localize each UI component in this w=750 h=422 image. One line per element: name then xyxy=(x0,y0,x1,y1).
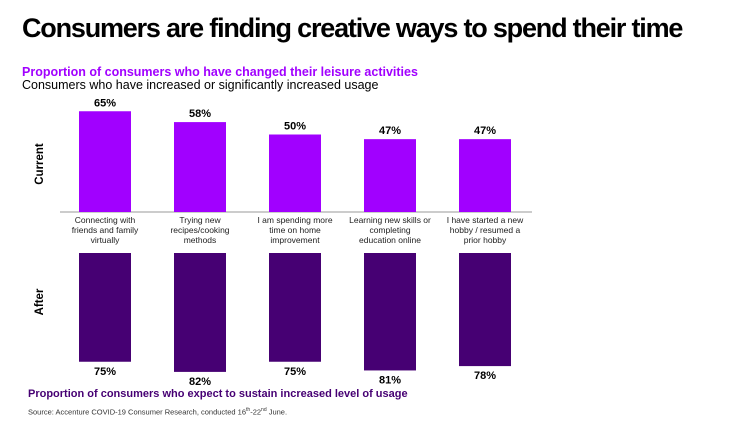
bar-current-4 xyxy=(459,139,511,212)
category-label-4-line-0: I have started a new xyxy=(447,215,524,225)
category-label-4-line-1: hobby / resumed a xyxy=(450,225,521,235)
value-label-after-1: 82% xyxy=(189,376,211,388)
row-label-current: Current xyxy=(34,143,46,185)
bar-current-0 xyxy=(79,111,131,212)
category-label-2-line-2: improvement xyxy=(270,235,320,245)
bar-after-2 xyxy=(269,253,321,362)
category-label-4-line-2: prior hobby xyxy=(464,235,507,245)
page-title: Consumers are finding creative ways to s… xyxy=(22,13,683,43)
value-label-after-4: 78% xyxy=(474,370,496,382)
bar-current-3 xyxy=(364,139,416,212)
row-label-after: After xyxy=(34,288,46,315)
category-label-2-line-1: time on home xyxy=(269,225,321,235)
bar-after-3 xyxy=(364,253,416,371)
category-label-2-line-0: I am spending more xyxy=(257,215,332,225)
chart-subtitle-secondary: Consumers who have increased or signific… xyxy=(22,78,379,92)
category-label-3-line-1: completing xyxy=(369,225,410,235)
bar-after-0 xyxy=(79,253,131,362)
value-label-current-0: 65% xyxy=(94,97,116,109)
value-label-current-2: 50% xyxy=(284,121,306,133)
bar-after-4 xyxy=(459,253,511,367)
value-label-after-3: 81% xyxy=(379,374,401,386)
after-series-caption: Proportion of consumers who expect to su… xyxy=(28,388,408,400)
category-label-1-line-2: methods xyxy=(184,235,217,245)
bar-current-1 xyxy=(174,122,226,212)
category-label-0-line-0: Connecting with xyxy=(75,215,136,225)
category-label-3-line-2: education online xyxy=(359,235,421,245)
chart-subtitle: Proportion of consumers who have changed… xyxy=(22,65,418,79)
value-label-current-3: 47% xyxy=(379,125,401,137)
bar-current-2 xyxy=(269,134,321,212)
bar-after-1 xyxy=(174,253,226,372)
value-label-after-0: 75% xyxy=(94,366,116,378)
value-label-after-2: 75% xyxy=(284,366,306,378)
category-label-3-line-0: Learning new skills or xyxy=(349,215,431,225)
category-label-1-line-1: recipes/cooking xyxy=(170,225,229,235)
value-label-current-1: 58% xyxy=(189,108,211,120)
category-label-1-line-0: Trying new xyxy=(179,215,221,225)
category-label-0-line-1: friends and family xyxy=(72,225,139,235)
category-label-0-line-2: virtually xyxy=(91,235,121,245)
source-note: Source: Accenture COVID-19 Consumer Rese… xyxy=(28,407,288,417)
value-label-current-4: 47% xyxy=(474,125,496,137)
